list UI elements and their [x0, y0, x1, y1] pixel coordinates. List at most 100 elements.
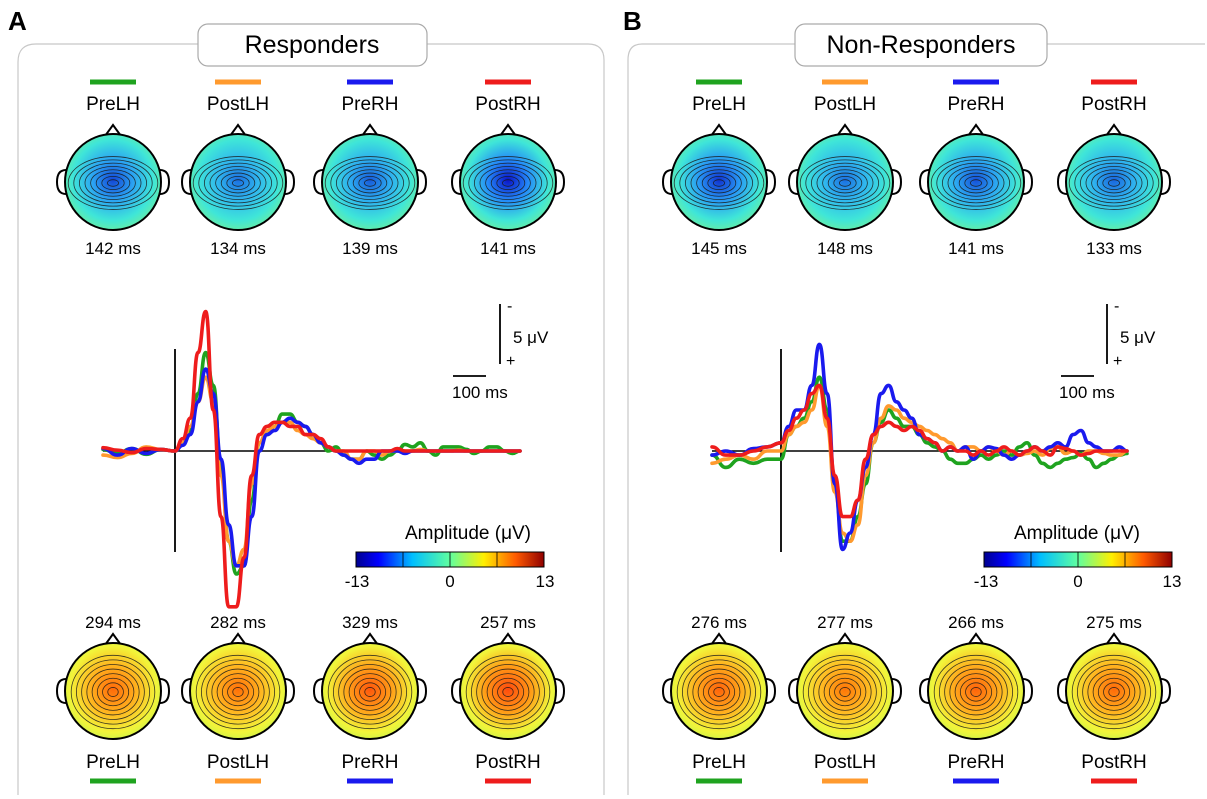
left-ear-icon	[661, 169, 673, 195]
colorbar-mid: 0	[1073, 572, 1082, 591]
right-ear-icon	[1160, 169, 1172, 195]
contour-line	[471, 659, 545, 725]
scalp-map-fill	[796, 133, 894, 231]
contour-line	[327, 654, 413, 730]
contour-line	[933, 654, 1019, 730]
contour-line	[496, 175, 520, 191]
scalp-topomap	[450, 123, 566, 231]
contour-line	[490, 172, 526, 194]
right-ear-icon	[554, 678, 566, 704]
contour-line	[341, 166, 399, 200]
contour-line	[363, 179, 376, 187]
contour-line	[958, 172, 994, 194]
contour-line	[1077, 659, 1151, 725]
condition-label: PreRH	[341, 752, 398, 773]
scalp-map-fill	[927, 642, 1025, 740]
latency-label: 266 ms	[948, 613, 1004, 632]
condition-label: PostRH	[1081, 94, 1146, 115]
contour-line	[685, 162, 754, 204]
left-ear-icon	[1056, 678, 1068, 704]
contour-line	[70, 654, 156, 730]
nose-icon	[499, 123, 517, 137]
contour-line	[954, 673, 998, 711]
nose-icon	[499, 632, 517, 646]
contour-line	[343, 668, 397, 716]
nose-icon	[229, 632, 247, 646]
scale-plus: +	[1113, 353, 1122, 370]
left-ear-icon	[180, 678, 192, 704]
panel-title: Non-Responders	[827, 31, 1016, 59]
panel-title: Responders	[245, 31, 380, 59]
contour-line	[1092, 673, 1136, 711]
panel-responders: A Responders PreLH PostLH PreRH PostRH 142 …	[8, 6, 605, 795]
left-ear-icon	[450, 169, 462, 195]
latency-label: 141 ms	[480, 239, 536, 258]
contour-line	[67, 156, 159, 210]
condition-label: PreLH	[692, 94, 746, 115]
right-ear-icon	[765, 678, 777, 704]
contour-line	[481, 668, 535, 716]
condition-label: PostLH	[207, 94, 269, 115]
latency-label: 282 ms	[210, 613, 266, 632]
top-topomaps: 145 ms 148 ms 141 ms 133 ms	[661, 123, 1172, 258]
bottom-topomaps: 276 ms 277 ms 266 ms 275 ms	[661, 613, 1172, 740]
colorbar: Amplitude (μV) -13 0 13	[345, 523, 555, 591]
nose-icon	[104, 123, 122, 137]
colorbar-min: -13	[974, 572, 999, 591]
contour-line	[198, 159, 278, 207]
scalp-map-fill	[321, 133, 419, 231]
condition-label: PreRH	[341, 94, 398, 115]
time-scale-label: 100 ms	[452, 383, 508, 402]
contour-line	[330, 159, 410, 207]
colorbar-title: Amplitude (μV)	[1014, 523, 1140, 544]
contour-line	[936, 159, 1016, 207]
contour-line	[964, 175, 988, 191]
latency-label: 329 ms	[342, 613, 398, 632]
colorbar-min: -13	[345, 572, 370, 591]
latency-label: 141 ms	[948, 239, 1004, 258]
voltage-scale-label: 5 μV	[1120, 328, 1156, 347]
contour-line	[930, 156, 1022, 210]
erp-waveform-postrh	[710, 383, 1129, 519]
scalp-map-fill	[670, 133, 768, 231]
condition-label: PostRH	[475, 94, 540, 115]
nose-icon	[967, 123, 985, 137]
contour-line	[468, 159, 548, 207]
right-ear-icon	[891, 678, 903, 704]
contour-line	[682, 659, 756, 725]
bottom-legend: PreLH PostLH PreRH PostRH	[692, 752, 1147, 784]
erp-plot	[101, 309, 522, 609]
contour-line	[1087, 668, 1141, 716]
scale-minus: -	[507, 298, 512, 315]
contour-line	[828, 677, 862, 707]
left-ear-icon	[918, 678, 930, 704]
contour-line	[220, 172, 256, 194]
scalp-topomap	[450, 632, 566, 740]
condition-label: PreLH	[86, 94, 140, 115]
condition-label: PostLH	[814, 94, 876, 115]
contour-line	[839, 687, 851, 697]
right-ear-icon	[284, 678, 296, 704]
contour-line	[692, 668, 746, 716]
contour-line	[1108, 687, 1120, 697]
left-ear-icon	[787, 678, 799, 704]
contour-line	[473, 162, 542, 204]
scalp-map-fill	[1065, 133, 1163, 231]
condition-label: PostLH	[207, 752, 269, 773]
contour-line	[965, 682, 987, 702]
panel-letter: A	[8, 6, 27, 36]
top-legend: PreLH PostLH PreRH PostRH	[86, 79, 541, 115]
scalp-topomap	[55, 123, 171, 231]
contour-line	[708, 682, 730, 702]
contour-line	[1071, 654, 1157, 730]
contour-line	[808, 659, 882, 725]
contour-line	[227, 682, 249, 702]
contour-line	[702, 677, 736, 707]
contour-line	[462, 156, 554, 210]
latency-label: 257 ms	[480, 613, 536, 632]
bottom-topomaps: 294 ms 282 ms 329 ms 257 ms	[55, 613, 566, 740]
contour-line	[816, 166, 874, 200]
contour-line	[215, 169, 261, 197]
scalp-map-fill	[927, 133, 1025, 231]
latency-label: 275 ms	[1086, 613, 1142, 632]
